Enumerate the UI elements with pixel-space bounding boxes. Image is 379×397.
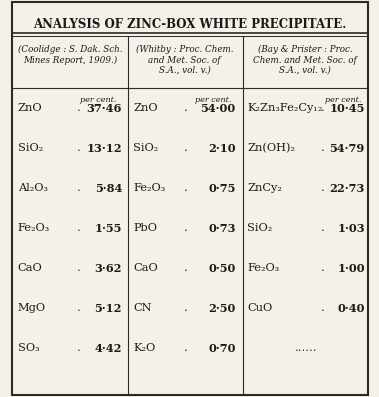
Text: Fe₂O₃: Fe₂O₃ xyxy=(247,263,279,273)
Text: per cent.: per cent. xyxy=(195,96,231,104)
Bar xyxy=(186,216,233,240)
Text: .: . xyxy=(184,223,188,233)
Text: (Bay & Prister : Proc.
Chem. and Met. Soc. of
S.A., vol. v.): (Bay & Prister : Proc. Chem. and Met. So… xyxy=(253,45,357,75)
Text: (Whitby : Proc. Chem.
and Met. Soc. of
S.A., vol. v.): (Whitby : Proc. Chem. and Met. Soc. of S… xyxy=(136,45,233,75)
Text: K₂Zn₃Fe₂Cy₁₂: K₂Zn₃Fe₂Cy₁₂ xyxy=(247,103,323,113)
Text: PbO: PbO xyxy=(133,223,157,233)
Text: 13·12: 13·12 xyxy=(86,143,122,154)
Text: 1·55: 1·55 xyxy=(95,222,122,233)
Text: Fe₂O₃: Fe₂O₃ xyxy=(18,223,50,233)
Text: ANALYSIS OF ZINC-BOX WHITE PRECIPITATE.: ANALYSIS OF ZINC-BOX WHITE PRECIPITATE. xyxy=(33,18,346,31)
Text: .: . xyxy=(184,343,188,353)
Text: .: . xyxy=(77,223,80,233)
Text: CN: CN xyxy=(133,303,152,313)
Text: SiO₂: SiO₂ xyxy=(133,143,159,153)
Text: 1·03: 1·03 xyxy=(337,222,365,233)
Text: .: . xyxy=(184,263,188,273)
Text: 5·12: 5·12 xyxy=(95,303,122,314)
Text: .: . xyxy=(184,103,188,113)
Text: .: . xyxy=(321,143,325,153)
Text: SO₃: SO₃ xyxy=(18,343,39,353)
Text: .: . xyxy=(321,223,325,233)
Text: 0·75: 0·75 xyxy=(208,183,236,193)
Text: ......: ...... xyxy=(295,343,317,353)
Text: 22·73: 22·73 xyxy=(329,183,365,193)
Text: SiO₂: SiO₂ xyxy=(18,143,43,153)
Text: per cent.: per cent. xyxy=(80,96,116,104)
Text: .: . xyxy=(321,263,325,273)
Text: K₂O: K₂O xyxy=(133,343,156,353)
Text: CuO: CuO xyxy=(247,303,273,313)
Text: Zn(OH)₂: Zn(OH)₂ xyxy=(247,143,295,153)
Text: .: . xyxy=(77,303,80,313)
Text: ZnO: ZnO xyxy=(133,103,158,113)
Text: 2·50: 2·50 xyxy=(208,303,236,314)
Text: 3·62: 3·62 xyxy=(95,262,122,274)
Text: .: . xyxy=(77,183,80,193)
Text: 0·70: 0·70 xyxy=(208,343,236,353)
Text: per cent.: per cent. xyxy=(325,96,361,104)
Text: 0·73: 0·73 xyxy=(208,222,236,233)
Text: .: . xyxy=(184,183,188,193)
Text: 0·40: 0·40 xyxy=(337,303,365,314)
Text: .: . xyxy=(321,103,325,113)
Text: 1·00: 1·00 xyxy=(337,262,365,274)
Text: 2·10: 2·10 xyxy=(208,143,236,154)
Text: ZnCy₂: ZnCy₂ xyxy=(247,183,282,193)
Text: .: . xyxy=(77,103,80,113)
Text: .: . xyxy=(184,143,188,153)
Text: CaO: CaO xyxy=(18,263,42,273)
Text: 54·00: 54·00 xyxy=(200,102,236,114)
Text: ZnO: ZnO xyxy=(18,103,42,113)
Text: Al₂O₃: Al₂O₃ xyxy=(18,183,48,193)
Text: .: . xyxy=(321,183,325,193)
Text: CaO: CaO xyxy=(133,263,158,273)
Text: MgO: MgO xyxy=(18,303,46,313)
Text: .: . xyxy=(77,263,80,273)
Text: SiO₂: SiO₂ xyxy=(247,223,273,233)
Text: 37·46: 37·46 xyxy=(87,102,122,114)
Text: 10·45: 10·45 xyxy=(329,102,365,114)
Text: 4·42: 4·42 xyxy=(95,343,122,353)
Text: .: . xyxy=(77,343,80,353)
Text: 0·50: 0·50 xyxy=(208,262,236,274)
Text: 54·79: 54·79 xyxy=(330,143,365,154)
Text: .: . xyxy=(77,143,80,153)
Text: (Coolidge : S. Dak. Sch.
Mines Report, 1909.): (Coolidge : S. Dak. Sch. Mines Report, 1… xyxy=(18,45,122,65)
Text: Fe₂O₃: Fe₂O₃ xyxy=(133,183,166,193)
Text: .: . xyxy=(321,303,325,313)
Text: 5·84: 5·84 xyxy=(95,183,122,193)
Text: .: . xyxy=(184,303,188,313)
